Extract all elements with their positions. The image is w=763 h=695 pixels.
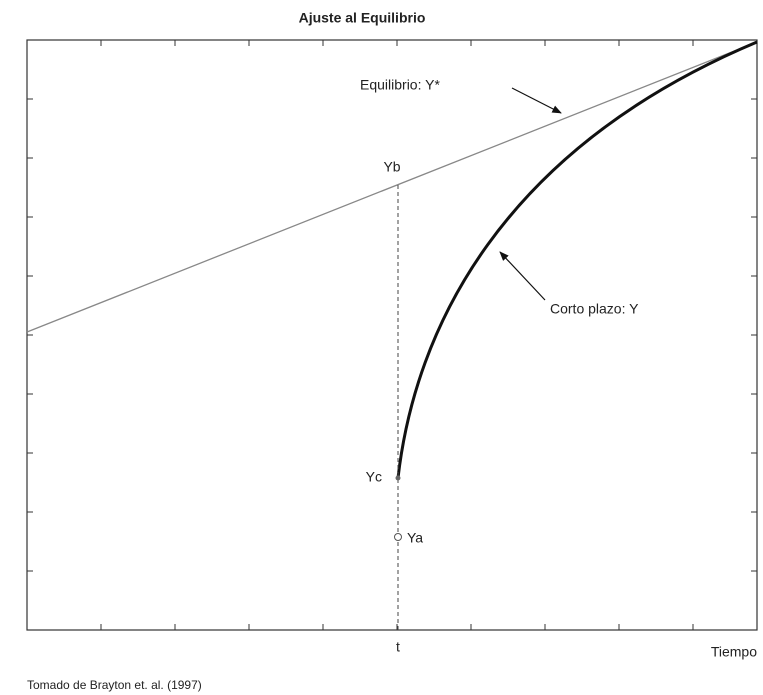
title: Ajuste al Equilibrio: [299, 10, 426, 26]
arrow: [511, 87, 562, 114]
equilibrium-line: [26, 41, 758, 333]
ticks: [27, 40, 757, 630]
plot-frame: [26, 39, 758, 631]
point-yc: [395, 475, 401, 481]
short-run-curve: [396, 40, 758, 479]
t-label: t: [396, 639, 400, 655]
x-axis-label: Tiempo: [711, 644, 757, 660]
ya-label: Ya: [407, 530, 423, 546]
yc-label: Yc: [366, 469, 382, 485]
short-run-label: Corto plazo: Y: [550, 301, 639, 317]
yb-label: Yb: [383, 159, 400, 175]
equilibrium-label: Equilibrio: Y*: [360, 77, 440, 93]
arrow: [499, 251, 546, 301]
point-ya: [394, 533, 402, 541]
source: Tomado de Brayton et. al. (1997): [27, 678, 202, 692]
